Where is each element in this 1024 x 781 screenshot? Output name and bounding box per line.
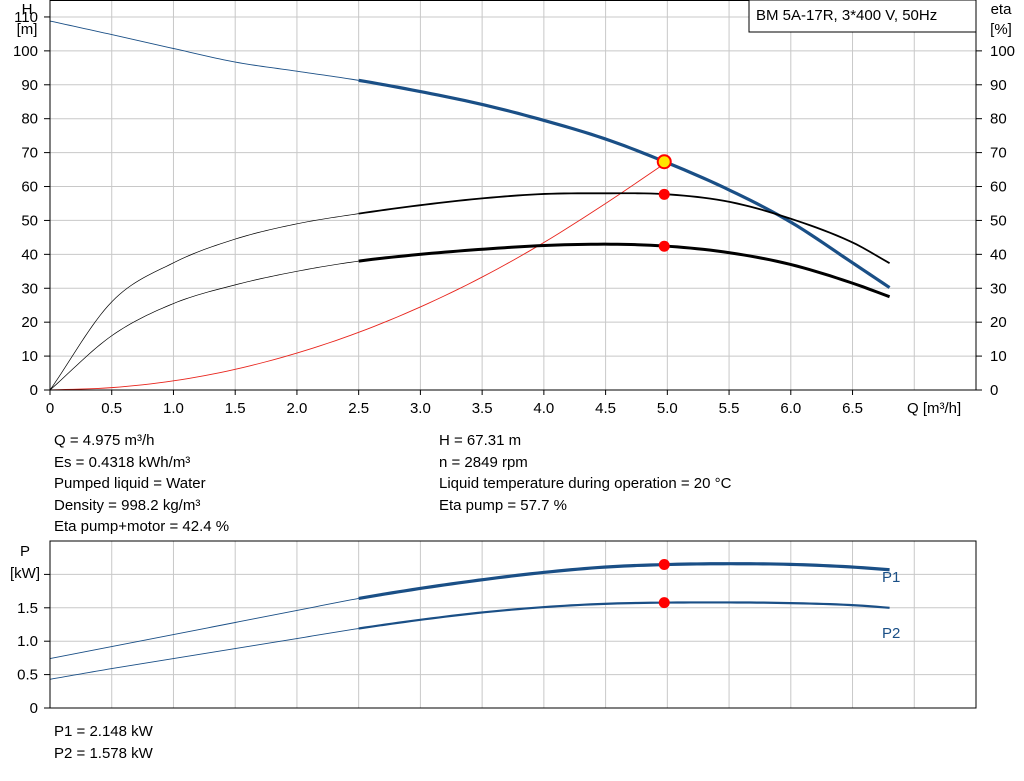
top-curves [49, 20, 891, 391]
x-tick-label: 0.5 [101, 400, 122, 417]
y-left-tick-label: 10 [21, 348, 38, 365]
eta-total-curve-extrapolated [49, 260, 359, 391]
y-right-tick-label: 80 [990, 111, 1007, 128]
info-density: Density = 998.2 kg/m³ [54, 496, 201, 514]
info-left: Q = 4.975 m³/h Es = 0.4318 kWh/m³ Pumped… [54, 430, 229, 538]
p-tick-label: 0.5 [17, 667, 38, 684]
p2-curve-extrapolated [49, 628, 359, 680]
y-left-tick-label: 0 [30, 382, 38, 399]
head-curve-operating [358, 78, 891, 289]
info-eta-total: Eta pump+motor = 42.4 % [54, 518, 230, 535]
y-right-tick-label: 90 [990, 77, 1007, 94]
y-left-tick-label: 110 [14, 9, 38, 26]
eta-pump-curve-extrapolated [49, 213, 359, 391]
y-right-tick-label: 70 [990, 145, 1007, 162]
y-left-tick-label: 20 [21, 314, 38, 331]
y-left-tick-label: 100 [13, 43, 38, 60]
y-left-tick-label: 50 [21, 212, 38, 229]
head-duty-point [656, 154, 672, 170]
p-axis-label-line2: [kW] [10, 565, 40, 582]
y-right-tick-label: 40 [990, 246, 1007, 263]
info-eta-pump: Eta pump = 57.7 % [439, 496, 567, 514]
info-p1: P1 = 2.148 kW [54, 723, 153, 740]
x-tick-label: 4.5 [595, 400, 616, 417]
eta-total-duty-point [658, 240, 670, 252]
info-temperature: Liquid temperature during operation = 20… [439, 475, 732, 492]
y-left-tick-label: 90 [21, 77, 38, 94]
info-p2: P2 = 1.578 kW [54, 744, 153, 762]
p2-curve-operating [358, 601, 890, 630]
y-right-label-line1: eta [991, 1, 1013, 18]
info-speed: n = 2849 rpm [439, 453, 528, 471]
x-tick-label: 5.5 [719, 400, 740, 417]
p1-curve-operating [358, 562, 890, 601]
eta-pump-duty-point [658, 188, 670, 200]
bottom-axes: 0 0.5 1.0 1.5 [17, 540, 977, 717]
info-energy: Es = 0.4318 kWh/m³ [54, 453, 191, 471]
y-right-tick-label: 100 [990, 43, 1015, 60]
y-left-label-line2: [m] [17, 21, 38, 38]
top-axes: 0 0.5 1.0 1.5 2.0 2.5 3.0 3.5 4.0 4.5 5.0 5.5 6.0 6.5… [13, 0, 1015, 417]
y-right-tick-label: 10 [990, 348, 1007, 365]
bottom-curves [49, 559, 890, 680]
x-tick-label: 2.0 [287, 400, 308, 417]
x-axis-label: Q [m³/h] [907, 400, 961, 417]
x-tick-label: 5.0 [657, 400, 678, 417]
eta-pump-curve-operating [358, 192, 891, 264]
p1-series-label: P1 [882, 569, 900, 586]
title-text: BM 5A-17R, 3*400 V, 50Hz [756, 7, 937, 24]
x-tick-label: 1.5 [225, 400, 246, 417]
bottom-plot-frame [49, 540, 977, 709]
p-tick-label: 1.0 [17, 633, 38, 650]
y-left-tick-label: 60 [21, 179, 38, 196]
y-left-tick-label: 40 [21, 246, 38, 263]
p2-series-label: P2 [882, 625, 900, 642]
y-left-label-line1: H [22, 1, 33, 18]
info-flow: Q = 4.975 m³/h [54, 432, 155, 449]
x-tick-label: 0 [46, 400, 54, 417]
y-right-label-line2: [%] [990, 21, 1012, 38]
x-tick-label: 1.0 [163, 400, 184, 417]
info-right: H = 67.31 m n = 2849 rpm Liquid temperat… [439, 430, 731, 516]
y-right-tick-label: 60 [990, 179, 1007, 196]
system-curve [49, 161, 668, 391]
p1-duty-point [658, 559, 670, 571]
y-right-tick-label: 20 [990, 314, 1007, 331]
info-head: H = 67.31 m [439, 432, 522, 449]
info-liquid: Pumped liquid = Water [54, 475, 206, 492]
p1-curve-extrapolated [49, 598, 359, 660]
title-box [748, 0, 977, 33]
x-tick-label: 3.0 [410, 400, 431, 417]
x-tick-label: 3.5 [472, 400, 493, 417]
x-tick-label: 6.0 [780, 400, 801, 417]
x-tick-label: 6.5 [842, 400, 863, 417]
y-right-tick-label: 30 [990, 280, 1007, 297]
y-left-tick-label: 30 [21, 280, 38, 297]
head-curve-extrapolated [49, 20, 359, 81]
info-power: P1 = 2.148 kW P2 = 1.578 kW [54, 721, 153, 764]
x-tick-label: 2.5 [348, 400, 369, 417]
y-right-tick-label: 50 [990, 212, 1007, 229]
y-left-tick-label: 80 [21, 111, 38, 128]
x-tick-label: 4.0 [533, 400, 554, 417]
eta-total-curve-operating [358, 242, 891, 299]
p-axis-label-line1: P [20, 543, 30, 560]
p-tick-label: 1.5 [17, 600, 38, 617]
top-grid [50, 1, 976, 390]
y-right-tick-label: 0 [990, 382, 998, 399]
p-tick-label: 0 [30, 700, 38, 717]
p2-duty-point [658, 597, 670, 609]
y-left-tick-label: 70 [21, 145, 38, 162]
